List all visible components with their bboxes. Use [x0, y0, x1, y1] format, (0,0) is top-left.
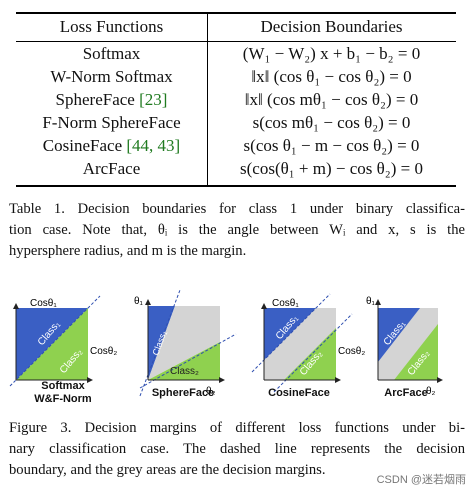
- x-axis-label: θ₂: [426, 386, 436, 397]
- table-header-rule: [16, 41, 456, 42]
- panel-label-line: W&F-Norm: [34, 393, 92, 405]
- panel-label-softmax: Softmax W&F-Norm: [18, 380, 108, 406]
- decision-margin-figure: Cosθ₁ Cosθ₂ Class₁ Class₂ θ₁ θ₂ Class₁ C…: [9, 289, 443, 397]
- table-row-loss: CosineFace [44, 43]: [42, 136, 181, 155]
- header-loss-functions: Loss Functions: [59, 17, 164, 36]
- sphereface-panel: θ₁ θ₂ Class₁ Class₂: [134, 289, 237, 397]
- caption-line: tion case. Note that, θᵢ is the angle be…: [9, 222, 465, 238]
- table-row-boundary: s(cos θ₁ − m − cos θ₂) = 0: [243, 136, 420, 155]
- x-axis-label: θ₂: [206, 386, 216, 397]
- table-top-rule: [16, 12, 456, 14]
- decision-boundary: [139, 289, 181, 397]
- header-decision-boundaries: Decision Boundaries: [260, 17, 403, 36]
- table-row-boundary: ‖x‖ (cos θ₁ − cos θ₂) = 0: [251, 67, 412, 86]
- y-axis-label: θ₁: [134, 296, 144, 307]
- table-row-boundary: s(cos mθ₁ − cos θ₂) = 0: [252, 113, 411, 132]
- arcface-panel: θ₁ θ₂ Class₁ Class₂: [366, 296, 443, 397]
- table-row-loss: F-Norm SphereFace: [42, 113, 181, 132]
- class2-region: [394, 324, 438, 380]
- y-axis-label: Cosθ₁: [272, 298, 299, 309]
- table-row-loss: W-Norm Softmax: [50, 67, 173, 86]
- table-row-loss: Softmax: [82, 44, 141, 63]
- decision-boundary: [9, 295, 101, 387]
- y-axis-label: Cosθ₁: [30, 298, 57, 309]
- table-row-boundary: s(cos(θ₁ + m) − cos θ₂) = 0: [240, 159, 423, 178]
- caption-line: Figure 3. Decision margins of different …: [9, 420, 465, 436]
- citation-link[interactable]: [44, 43]: [126, 136, 181, 155]
- citation-link[interactable]: [23]: [139, 90, 168, 109]
- caption-line: boundary, and the grey areas are the dec…: [9, 462, 326, 478]
- table-column-divider: [207, 14, 208, 185]
- class2-label: Class₂: [170, 366, 199, 377]
- table-row-loss: SphereFace [23]: [55, 90, 168, 109]
- margin-region: [148, 306, 220, 380]
- decision-boundary: [273, 313, 353, 393]
- watermark: CSDN @迷若烟雨: [376, 474, 466, 486]
- table-bottom-rule: [16, 185, 456, 187]
- class2-region: [16, 308, 88, 380]
- panel-label-cosineface: CosineFace: [268, 387, 330, 399]
- panel-label-sphereface: SphereFace: [151, 387, 215, 399]
- class1-region: [378, 308, 420, 362]
- figure-caption: Figure 3. Decision margins of different …: [9, 418, 465, 481]
- decision-boundary: [251, 293, 331, 373]
- cosineface-panel: Cosθ₁ Cosθ₂ Class₁ Class₂: [251, 293, 365, 393]
- y-axis-label: θ₁: [366, 296, 376, 307]
- panel-label-arcface: ArcFace: [384, 387, 428, 399]
- decision-boundary: [139, 333, 237, 389]
- table-row-loss: ArcFace: [82, 159, 141, 178]
- class2-region: [148, 342, 220, 380]
- softmax-panel: Cosθ₁ Cosθ₂ Class₁ Class₂: [9, 295, 117, 387]
- caption-line: nary classification case. The dashed lin…: [9, 441, 465, 457]
- panel-label-line: Softmax: [41, 380, 85, 392]
- x-axis-label: Cosθ₂: [90, 346, 117, 357]
- class2-region: [284, 328, 336, 380]
- margin-region: [264, 308, 320, 364]
- caption-line: Table 1. Decision boundaries for class 1…: [9, 201, 465, 217]
- table-row-boundary: (W₁ − W₂) x + b₁ − b₂ = 0: [242, 44, 421, 63]
- x-axis-label: Cosθ₂: [338, 346, 365, 357]
- table-caption: Table 1. Decision boundaries for class 1…: [9, 199, 465, 262]
- caption-line: hypersphere radius, and m is the margin.: [9, 243, 247, 259]
- table-row-boundary: ‖x‖ (cos mθ₁ − cos θ₂) = 0: [244, 90, 419, 109]
